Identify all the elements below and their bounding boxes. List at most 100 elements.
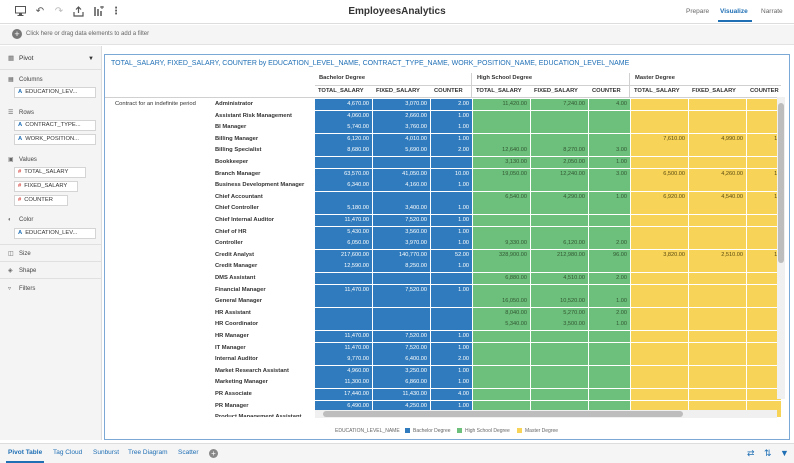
pivot-cell[interactable] [689, 215, 746, 226]
pivot-cell[interactable] [431, 319, 472, 331]
pivot-cell[interactable]: 5,430.00 [315, 226, 372, 238]
pivot-cell[interactable] [589, 110, 630, 122]
canvas-tab-pivot-table[interactable]: Pivot Table [8, 449, 43, 456]
pivot-cell[interactable] [689, 342, 746, 354]
row-header[interactable]: HR Coordinator [215, 321, 259, 328]
pivot-cell[interactable] [747, 238, 781, 250]
rows-pill-work-position[interactable]: A WORK_POSITION... [14, 134, 96, 145]
pivot-cell[interactable] [689, 110, 746, 122]
legend-item-master[interactable]: Master Degree [517, 428, 558, 434]
pivot-cell[interactable] [689, 226, 746, 238]
pivot-cell[interactable] [531, 180, 588, 192]
pivot-cell[interactable]: 3,760.00 [373, 122, 430, 134]
pivot-cell[interactable]: 19,050.00 [473, 168, 530, 180]
legend-item-high-school[interactable]: High School Degree [457, 428, 510, 434]
pivot-cell[interactable]: 8,680.00 [315, 145, 372, 157]
viz-type-selector[interactable]: ▦ Pivot ▼ [8, 54, 98, 68]
pivot-cell[interactable] [747, 296, 781, 308]
pivot-cell[interactable]: 1.00 [431, 215, 472, 226]
pivot-cell[interactable] [589, 215, 630, 226]
pivot-cell[interactable]: 4,060.00 [315, 110, 372, 122]
row-header[interactable]: Chief of HR [215, 228, 247, 235]
pivot-cell[interactable]: 1.00 [431, 238, 472, 250]
pivot-cell[interactable] [431, 191, 472, 203]
undo-icon[interactable]: ↶ [35, 6, 45, 17]
pivot-cell[interactable]: 2.00 [589, 273, 630, 284]
pivot-cell[interactable] [589, 365, 630, 377]
pivot-cell[interactable]: 6,860.00 [373, 377, 430, 389]
pivot-cell[interactable] [747, 157, 781, 168]
pivot-cell[interactable] [631, 354, 688, 366]
pivot-cell[interactable]: 5,340.00 [473, 319, 530, 331]
pivot-cell[interactable] [373, 157, 430, 168]
row-header[interactable]: Chief Accountant [215, 193, 263, 200]
shape-section[interactable]: ◈ Shape [8, 267, 36, 274]
pivot-cell[interactable] [473, 110, 530, 122]
measure-header[interactable]: FIXED_SALARY [376, 88, 420, 94]
pivot-cell[interactable] [315, 307, 372, 319]
pivot-cell[interactable]: 6,880.00 [473, 273, 530, 284]
add-filter-icon[interactable]: + [12, 29, 22, 39]
pivot-cell[interactable] [689, 238, 746, 250]
pivot-cell[interactable] [315, 319, 372, 331]
pivot-cell[interactable] [747, 342, 781, 354]
pivot-cell[interactable] [689, 284, 746, 296]
pivot-cell[interactable]: 5,690.00 [373, 145, 430, 157]
pivot-cell[interactable]: 4,250.00 [373, 400, 430, 412]
mode-tab-narrate[interactable]: Narrate [761, 8, 783, 15]
pivot-cell[interactable] [531, 354, 588, 366]
pivot-cell[interactable] [631, 389, 688, 400]
pivot-cell[interactable]: 1.00 [431, 365, 472, 377]
pivot-cell[interactable]: 6,400.00 [373, 354, 430, 366]
pivot-cell[interactable] [689, 261, 746, 273]
pivot-cell[interactable] [531, 110, 588, 122]
more-menu-icon[interactable]: ⋮ [111, 6, 121, 17]
pivot-cell[interactable]: 9,330.00 [473, 238, 530, 250]
pivot-cell[interactable] [747, 307, 781, 319]
pivot-cell[interactable]: 1.00 [431, 400, 472, 412]
pivot-cell[interactable]: 3,500.00 [531, 319, 588, 331]
pivot-cell[interactable] [315, 296, 372, 308]
pivot-cell[interactable]: 3,400.00 [373, 203, 430, 215]
measure-header[interactable]: FIXED_SALARY [692, 88, 736, 94]
pivot-cell[interactable] [689, 389, 746, 400]
row-header[interactable]: PR Associate [215, 391, 252, 397]
row-header[interactable]: Controller [215, 240, 243, 247]
pivot-cell[interactable]: 7,520.00 [373, 215, 430, 226]
pivot-cell[interactable] [689, 203, 746, 215]
pivot-cell[interactable]: 1.00 [431, 377, 472, 389]
pivot-cell[interactable]: 1.00 [431, 284, 472, 296]
pivot-cell[interactable]: 6,490.00 [315, 400, 372, 412]
pivot-cell[interactable] [373, 319, 430, 331]
pivot-cell[interactable]: 16,050.00 [473, 296, 530, 308]
pivot-cell[interactable] [747, 145, 781, 157]
pivot-cell[interactable] [747, 99, 781, 110]
pivot-cell[interactable]: 1.00 [431, 331, 472, 342]
pivot-cell[interactable]: 4.00 [431, 389, 472, 400]
pivot-cell[interactable] [631, 145, 688, 157]
pivot-cell[interactable]: 10,520.00 [531, 296, 588, 308]
pivot-cell[interactable] [689, 365, 746, 377]
pivot-cell[interactable] [473, 331, 530, 342]
pivot-cell[interactable] [473, 261, 530, 273]
pivot-cell[interactable]: 1.00 [431, 203, 472, 215]
row-header[interactable]: General Manager [215, 298, 263, 305]
pivot-cell[interactable]: 212,980.00 [531, 249, 588, 261]
pivot-cell[interactable]: 3,130.00 [473, 157, 530, 168]
pivot-cell[interactable]: 11,420.00 [473, 99, 530, 110]
values-pill-fixed-salary[interactable]: # FIXED_SALARY [14, 181, 78, 192]
pivot-cell[interactable] [431, 307, 472, 319]
pivot-cell[interactable] [631, 377, 688, 389]
pivot-cell[interactable] [473, 354, 530, 366]
pivot-cell[interactable] [473, 284, 530, 296]
pivot-cell[interactable] [531, 215, 588, 226]
pivot-cell[interactable] [431, 296, 472, 308]
pivot-cell[interactable]: 4,160.00 [373, 180, 430, 192]
pivot-cell[interactable]: 8,250.00 [373, 261, 430, 273]
row-header[interactable]: Market Research Assistant [215, 367, 289, 374]
pivot-cell[interactable]: 6,050.00 [315, 238, 372, 250]
pivot-cell[interactable]: 4,010.00 [373, 133, 430, 145]
row-header[interactable]: Chief Controller [215, 205, 259, 212]
pivot-cell[interactable] [689, 122, 746, 134]
horizontal-scroll-thumb[interactable] [323, 411, 683, 417]
